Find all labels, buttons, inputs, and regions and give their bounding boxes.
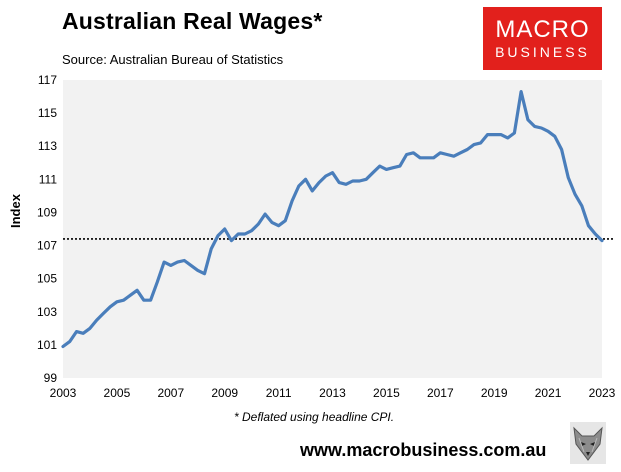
x-tick-label: 2003 bbox=[50, 386, 77, 400]
series-line bbox=[61, 89, 604, 349]
y-tick-label: 115 bbox=[38, 106, 57, 120]
y-tick-label: 113 bbox=[38, 139, 57, 153]
plot-area bbox=[63, 80, 602, 378]
y-tick-label: 107 bbox=[37, 239, 57, 253]
footnote: * Deflated using headline CPI. bbox=[234, 410, 395, 424]
x-tick-label: 2023 bbox=[589, 386, 616, 400]
x-tick-label: 2015 bbox=[373, 386, 400, 400]
chart-source: Source: Australian Bureau of Statistics bbox=[62, 52, 284, 67]
y-tick-label: 111 bbox=[39, 172, 58, 186]
y-tick-label: 109 bbox=[37, 205, 57, 219]
x-tick-label: 2013 bbox=[319, 386, 346, 400]
x-tick-label: 2019 bbox=[481, 386, 508, 400]
y-tick-label: 117 bbox=[38, 73, 57, 87]
x-tick-label: 2017 bbox=[427, 386, 454, 400]
y-tick-label: 103 bbox=[37, 305, 57, 319]
y-tick-label: 105 bbox=[37, 272, 57, 286]
x-tick-label: 2011 bbox=[266, 386, 292, 400]
x-tick-label: 2021 bbox=[535, 386, 562, 400]
logo-line2: BUSINESS bbox=[495, 44, 590, 60]
x-tick-label: 2009 bbox=[211, 386, 238, 400]
x-tick-label: 2005 bbox=[104, 386, 131, 400]
y-tick-label: 101 bbox=[37, 338, 57, 352]
y-tick-label: 99 bbox=[44, 371, 58, 385]
website-url[interactable]: www.macrobusiness.com.au bbox=[300, 440, 547, 460]
chart-title: Australian Real Wages* bbox=[62, 8, 323, 34]
logo-line1: MACRO bbox=[495, 16, 590, 43]
y-axis-label: Index bbox=[8, 194, 23, 228]
wolf-logo-icon bbox=[570, 422, 606, 464]
macrobusiness-logo[interactable]: MACRO BUSINESS bbox=[483, 7, 602, 70]
x-tick-label: 2007 bbox=[157, 386, 184, 400]
